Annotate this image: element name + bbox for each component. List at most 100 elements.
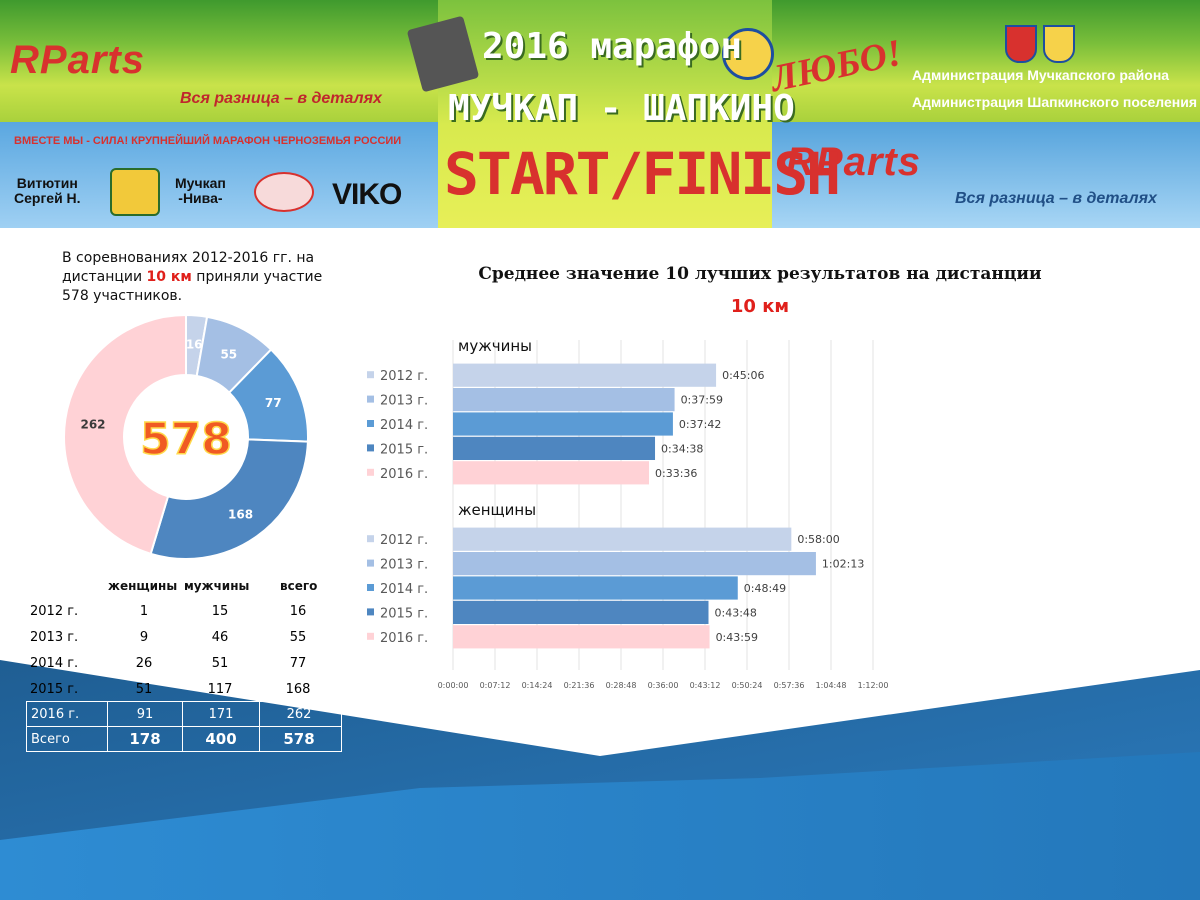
- sponsor-semechki-logo: [110, 168, 160, 216]
- marathon-emblem-icon: [722, 28, 774, 80]
- x-tick-label: 0:43:12: [690, 681, 721, 690]
- donut-label: 16: [186, 337, 203, 351]
- donut-label: 77: [265, 396, 282, 410]
- table-divider: [259, 727, 260, 751]
- shapkino-crest-icon: [1043, 25, 1075, 63]
- table-row-men: 46: [211, 630, 229, 645]
- table-row-year: 2016 г.: [31, 707, 80, 722]
- group-label: мужчины: [458, 337, 532, 355]
- table-row-total: 77: [289, 656, 307, 671]
- banner-right-blue-panel: [772, 122, 1200, 228]
- table-row-year: 2012 г.: [30, 604, 79, 619]
- bar-value-label: 0:37:42: [679, 418, 721, 431]
- table-row: 2016 г. 91 171 262: [26, 701, 342, 727]
- table-divider: [182, 702, 183, 726]
- donut-slice-2016: [63, 313, 187, 556]
- table-row-men: 117: [207, 682, 233, 697]
- table-row-women: 1: [139, 604, 149, 619]
- bar-value-label: 0:34:38: [661, 442, 703, 455]
- category-label: 2012 г.: [380, 369, 428, 384]
- category-marker: [367, 371, 374, 379]
- table-row: 2015 г. 51 117 168: [26, 677, 342, 703]
- intro-text: В соревнованиях 2012-2016 гг. на дистанц…: [62, 249, 352, 306]
- table-header-women: женщины: [108, 579, 178, 593]
- rparts-tagline-right: Вся разница – в деталях: [955, 190, 1157, 207]
- bar-value-label: 0:45:06: [722, 369, 764, 382]
- donut-label: 168: [228, 508, 253, 522]
- bar-men-2014: [453, 412, 673, 436]
- category-marker: [367, 608, 374, 616]
- table-row-year: 2015 г.: [30, 682, 79, 697]
- x-tick-label: 0:57:36: [774, 681, 805, 690]
- banner-title-start-finish: START/FINISH: [444, 140, 841, 208]
- category-label: 2012 г.: [380, 533, 428, 548]
- category-marker: [367, 632, 374, 640]
- muchkap-crest-icon: [1005, 25, 1037, 63]
- table-divider: [259, 702, 260, 726]
- category-label: 2013 г.: [380, 394, 428, 409]
- table-divider: [182, 727, 183, 751]
- category-label: 2013 г.: [380, 558, 428, 573]
- background-waves: [0, 660, 1200, 900]
- bar-women-2014: [453, 576, 738, 600]
- participants-donut-chart: 16 55 77 168 262 578: [63, 313, 309, 560]
- table-row-total: 578: [283, 730, 315, 748]
- table-row-women: 178: [129, 730, 161, 748]
- banner-slogan: ВМЕСТЕ МЫ - СИЛА! КРУПНЕЙШИЙ МАРАФОН ЧЕР…: [14, 135, 402, 147]
- intro-before: В соревнованиях 2012-2016 гг. на дистанц…: [62, 250, 315, 285]
- x-tick-label: 0:36:00: [648, 681, 679, 690]
- banner-title-route: МУЧКАП - ШАПКИНО: [448, 88, 795, 129]
- chart-subtitle: 10 км: [730, 296, 790, 317]
- donut-center-label: 578: [140, 414, 232, 465]
- x-tick-label: 0:28:48: [606, 681, 637, 690]
- x-tick-label: 0:50:24: [732, 681, 763, 690]
- x-tick-label: 1:12:00: [858, 681, 889, 690]
- bar-value-label: 0:58:00: [797, 533, 839, 546]
- table-row-men: 51: [211, 656, 229, 671]
- table-header-men: мужчины: [184, 579, 250, 593]
- table-row: 2012 г. 1 15 16: [26, 599, 342, 625]
- donut-label: 55: [220, 347, 237, 361]
- bar-women-2016: [453, 625, 710, 649]
- category-label: 2016 г.: [380, 631, 428, 646]
- bar-value-label: 0:48:49: [744, 582, 786, 595]
- category-marker: [367, 559, 374, 567]
- rparts-logo-left: RParts: [10, 38, 145, 82]
- table-row-men: 400: [205, 730, 237, 748]
- bar-value-label: 0:43:59: [716, 631, 758, 644]
- sponsor-viko-logo: VIKO: [332, 178, 402, 211]
- table-row-year: 2014 г.: [30, 656, 79, 671]
- category-label: 2015 г.: [380, 606, 428, 621]
- group-label: женщины: [458, 501, 536, 519]
- bar-value-label: 1:02:13: [822, 558, 864, 571]
- x-tick-label: 1:04:48: [816, 681, 847, 690]
- admin-muchkap: Администрация Мучкапского района: [912, 67, 1170, 83]
- sponsor-vityutin: Витютин Сергей Н.: [14, 175, 81, 206]
- category-marker: [367, 420, 374, 427]
- table-row-total: 16: [289, 604, 307, 619]
- bar-women-2012: [453, 527, 792, 551]
- table-row-year: Всего: [31, 732, 70, 747]
- header-banner: RParts Вся разница – в деталях RParts Вс…: [0, 0, 1200, 228]
- x-tick-label: 0:00:00: [438, 681, 469, 690]
- banner-center-panel: [438, 0, 772, 228]
- table-row: 2014 г. 26 51 77: [26, 651, 342, 677]
- sponsor-oval-logo: [254, 172, 314, 212]
- bar-men-2013: [453, 388, 675, 412]
- category-marker: [367, 584, 374, 591]
- category-marker: [367, 535, 374, 543]
- table-row-total-sum: Всего 178 400 578: [26, 726, 342, 752]
- category-marker: [367, 468, 374, 476]
- rparts-tagline-left: Вся разница – в деталях: [180, 90, 382, 107]
- table-row-men: 15: [211, 604, 229, 619]
- results-bar-chart: мужчины 0:45:06 2012 г. 0:37:59 2013 г. 0:37:…: [367, 337, 889, 690]
- intro-after: приняли участие 578 участников.: [62, 269, 323, 304]
- table-row-total: 262: [286, 707, 312, 722]
- admin-shapkino: Администрация Шапкинского поселения: [912, 94, 1198, 110]
- table-row: 2013 г. 9 46 55: [26, 625, 342, 651]
- table-row-men: 171: [208, 707, 234, 722]
- x-tick-label: 0:14:24: [522, 681, 553, 690]
- x-tick-label: 0:21:36: [564, 681, 595, 690]
- bar-women-2013: [453, 552, 816, 576]
- table-row-total: 168: [285, 682, 311, 697]
